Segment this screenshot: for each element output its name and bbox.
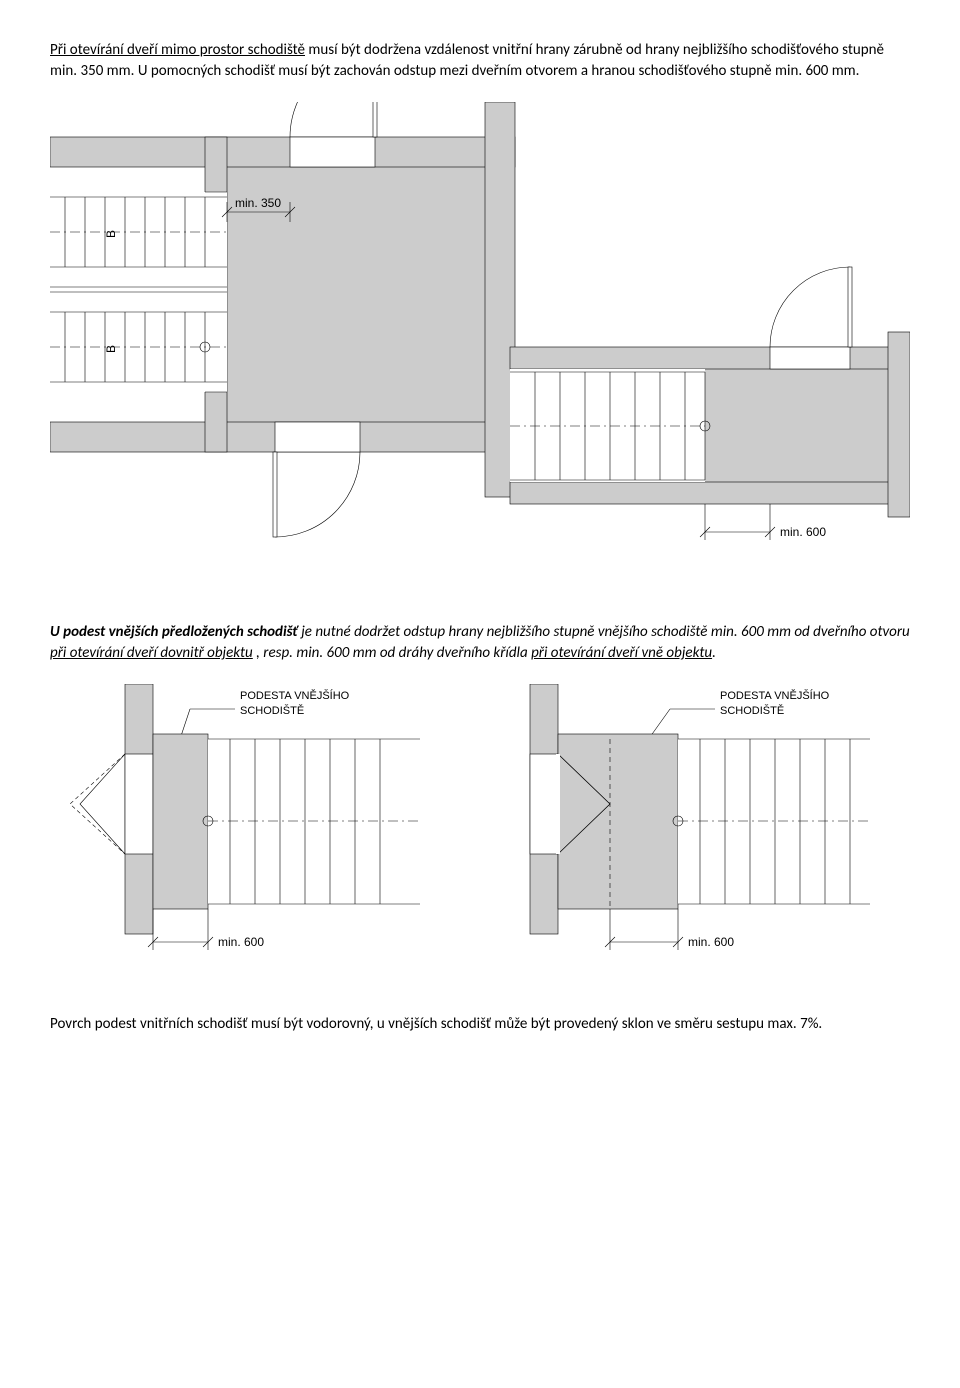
label-podesta-l2: SCHODIŠTĚ <box>240 704 304 717</box>
label-B-2: B <box>104 345 118 353</box>
paragraph-2: U podest vnějších předložených schodišť … <box>50 622 910 664</box>
label-min600-bl: min. 600 <box>218 935 264 949</box>
label-min350: min. 350 <box>235 196 281 210</box>
para1-underline: Při otevírání dveří mimo prostor schodiš… <box>50 41 305 59</box>
label-min600-br: min. 600 <box>688 935 734 949</box>
para2-ul1: při otevírání dveří dovnitř objektu <box>50 644 253 662</box>
diagram-bottom-right: PODESTA VNĚJŠÍHO SCHODIŠTĚ <box>510 684 890 984</box>
label-B-1: B <box>104 230 118 238</box>
diagram-bottom: PODESTA VNĚJŠÍHO SCHODIŠTĚ min. 600 <box>50 684 910 984</box>
para2-bold: U podest vnějších předložených schodišť <box>50 623 298 641</box>
para2-p1: je nutné dodržet odstup hrany nejbližšíh… <box>298 623 910 641</box>
paragraph-3: Povrch podest vnitřních schodišť musí bý… <box>50 1014 910 1035</box>
label-podesta-l1: PODESTA VNĚJŠÍHO <box>240 689 350 702</box>
paragraph-1: Při otevírání dveří mimo prostor schodiš… <box>50 40 910 82</box>
label-min600-top: min. 600 <box>780 525 826 539</box>
para2-mid: , resp. min. 600 mm od dráhy dveřního kř… <box>253 644 531 662</box>
diagram-top-svg: B B min. 350 <box>50 102 910 592</box>
label-podesta-r1: PODESTA VNĚJŠÍHO <box>720 689 830 702</box>
label-podesta-r2: SCHODIŠTĚ <box>720 704 784 717</box>
diagram-top: B B min. 350 <box>50 102 910 592</box>
para2-end: . <box>712 644 716 662</box>
para2-ul2: při otevírání dveří vně objektu <box>531 644 712 662</box>
diagram-bottom-left: PODESTA VNĚJŠÍHO SCHODIŠTĚ min. 600 <box>70 684 450 984</box>
